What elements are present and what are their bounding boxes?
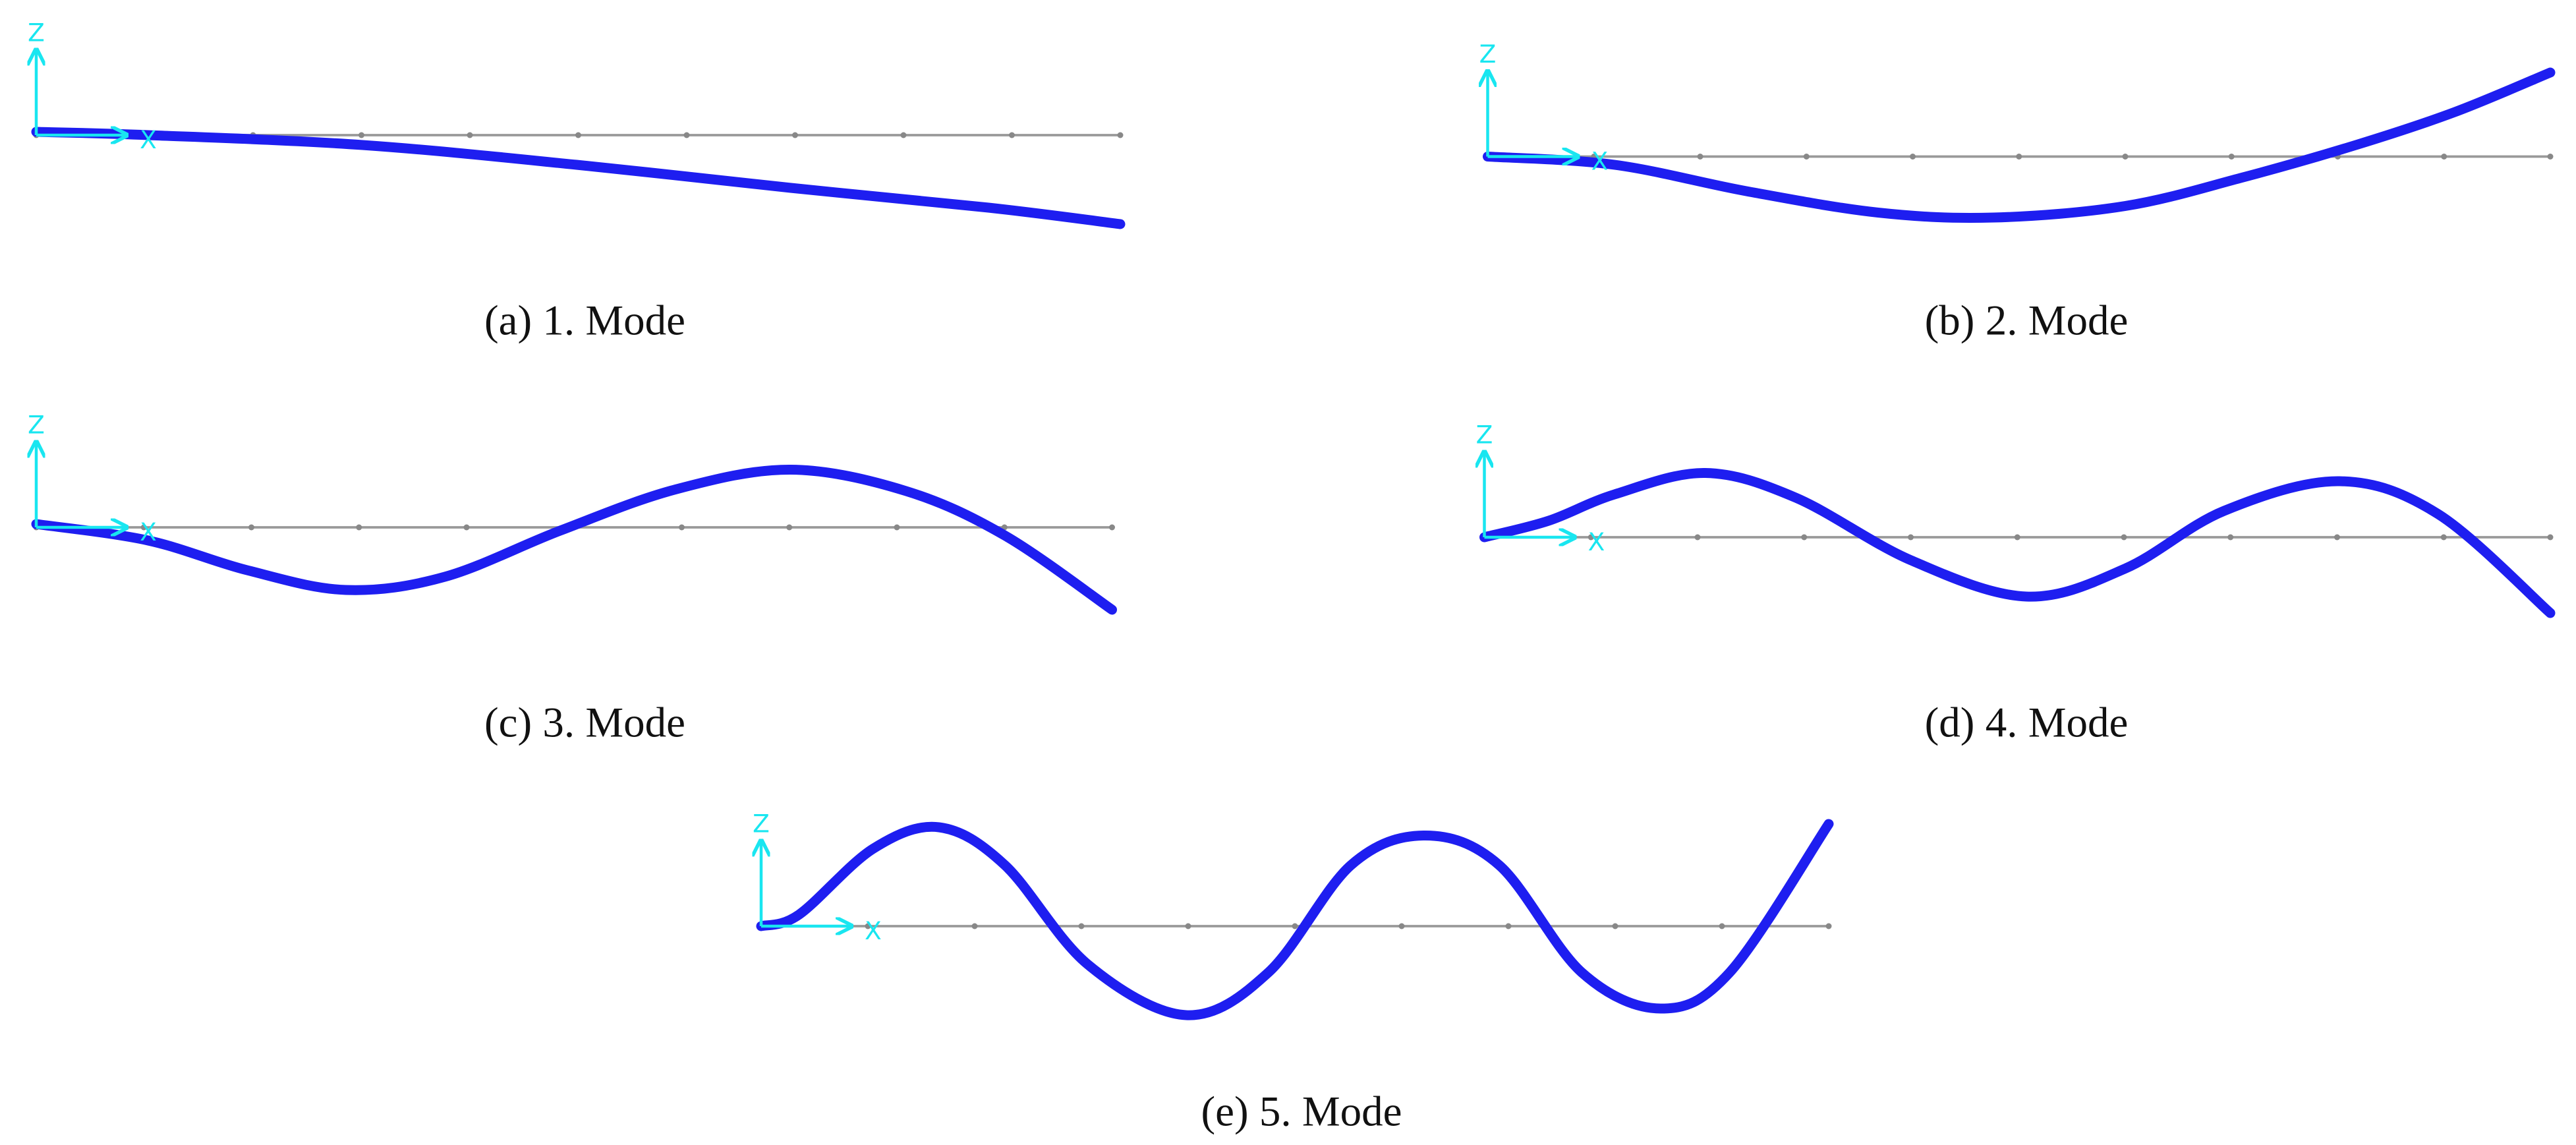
mode-panel: Z X (a) 1. Mode (28, 18, 1126, 345)
node (467, 132, 473, 138)
node (865, 923, 871, 929)
node (792, 132, 799, 138)
node (1612, 923, 1618, 929)
x-label: X (865, 916, 882, 945)
node (2121, 534, 2127, 541)
x-label: X (1588, 527, 1605, 556)
node (679, 524, 685, 531)
caption-label: (b) (1925, 297, 1975, 345)
mode-panel: Z X (d) 4. Mode (1476, 421, 2556, 747)
caption-text: 1. Mode (542, 297, 685, 345)
node (971, 923, 978, 929)
node (1719, 923, 1725, 929)
node (1694, 534, 1701, 541)
mode-shape (756, 819, 1834, 1020)
mode-shape (1483, 67, 2556, 223)
caption-text: 5. Mode (1259, 1088, 1402, 1136)
caption-text: 4. Mode (1986, 699, 2129, 747)
node (1078, 923, 1085, 929)
node (2441, 154, 2447, 160)
node (900, 132, 907, 138)
node (463, 524, 470, 531)
node (1801, 534, 1808, 541)
caption-label: (c) (484, 699, 532, 747)
node (1505, 923, 1512, 929)
node (1109, 524, 1115, 531)
node (2016, 154, 2022, 160)
x-label: X (140, 125, 157, 154)
node (2122, 154, 2129, 160)
node (1908, 534, 1914, 541)
mode-panel: Z X (e) 5. Mode (753, 809, 1834, 1136)
caption-label: (d) (1925, 699, 1975, 747)
mode-panel: Z X (c) 3. Mode (28, 411, 1118, 747)
node (140, 524, 147, 531)
caption: (a) 1. Mode (484, 297, 685, 345)
node (1697, 154, 1703, 160)
x-label: X (1591, 147, 1609, 176)
mode-shape (31, 464, 1118, 615)
node (2440, 534, 2447, 541)
node (248, 524, 255, 531)
mode-shape (31, 127, 1126, 229)
z-label: Z (28, 18, 45, 47)
caption-label: (e) (1201, 1088, 1248, 1136)
node (1803, 154, 1810, 160)
node (1910, 154, 1916, 160)
node (2547, 534, 2554, 541)
caption-text: 3. Mode (542, 699, 685, 747)
caption-label: (a) (484, 297, 532, 345)
z-label: Z (1476, 421, 1493, 450)
node (2333, 534, 2340, 541)
node (1292, 923, 1298, 929)
z-label: Z (1479, 40, 1497, 69)
mode-panel: Z X (b) 2. Mode (1479, 40, 2556, 345)
caption: (c) 3. Mode (484, 699, 685, 747)
node (1825, 923, 1832, 929)
caption-text: 2. Mode (1986, 297, 2129, 345)
node (356, 524, 362, 531)
node (786, 524, 793, 531)
z-label: Z (28, 411, 45, 440)
node (2228, 154, 2235, 160)
node (2547, 154, 2554, 160)
node (1117, 132, 1124, 138)
node (894, 524, 900, 531)
node (1185, 923, 1191, 929)
caption: (e) 5. Mode (1201, 1088, 1402, 1136)
node (358, 132, 364, 138)
node (1009, 132, 1015, 138)
node (2227, 534, 2234, 541)
node (1588, 534, 1594, 541)
x-label: X (140, 517, 157, 546)
node (575, 132, 582, 138)
node (683, 132, 690, 138)
node (2014, 534, 2020, 541)
caption: (d) 4. Mode (1925, 699, 2129, 747)
node (1398, 923, 1405, 929)
caption: (b) 2. Mode (1925, 297, 2129, 345)
mode-shape (1479, 467, 2556, 618)
z-label: Z (753, 809, 770, 838)
